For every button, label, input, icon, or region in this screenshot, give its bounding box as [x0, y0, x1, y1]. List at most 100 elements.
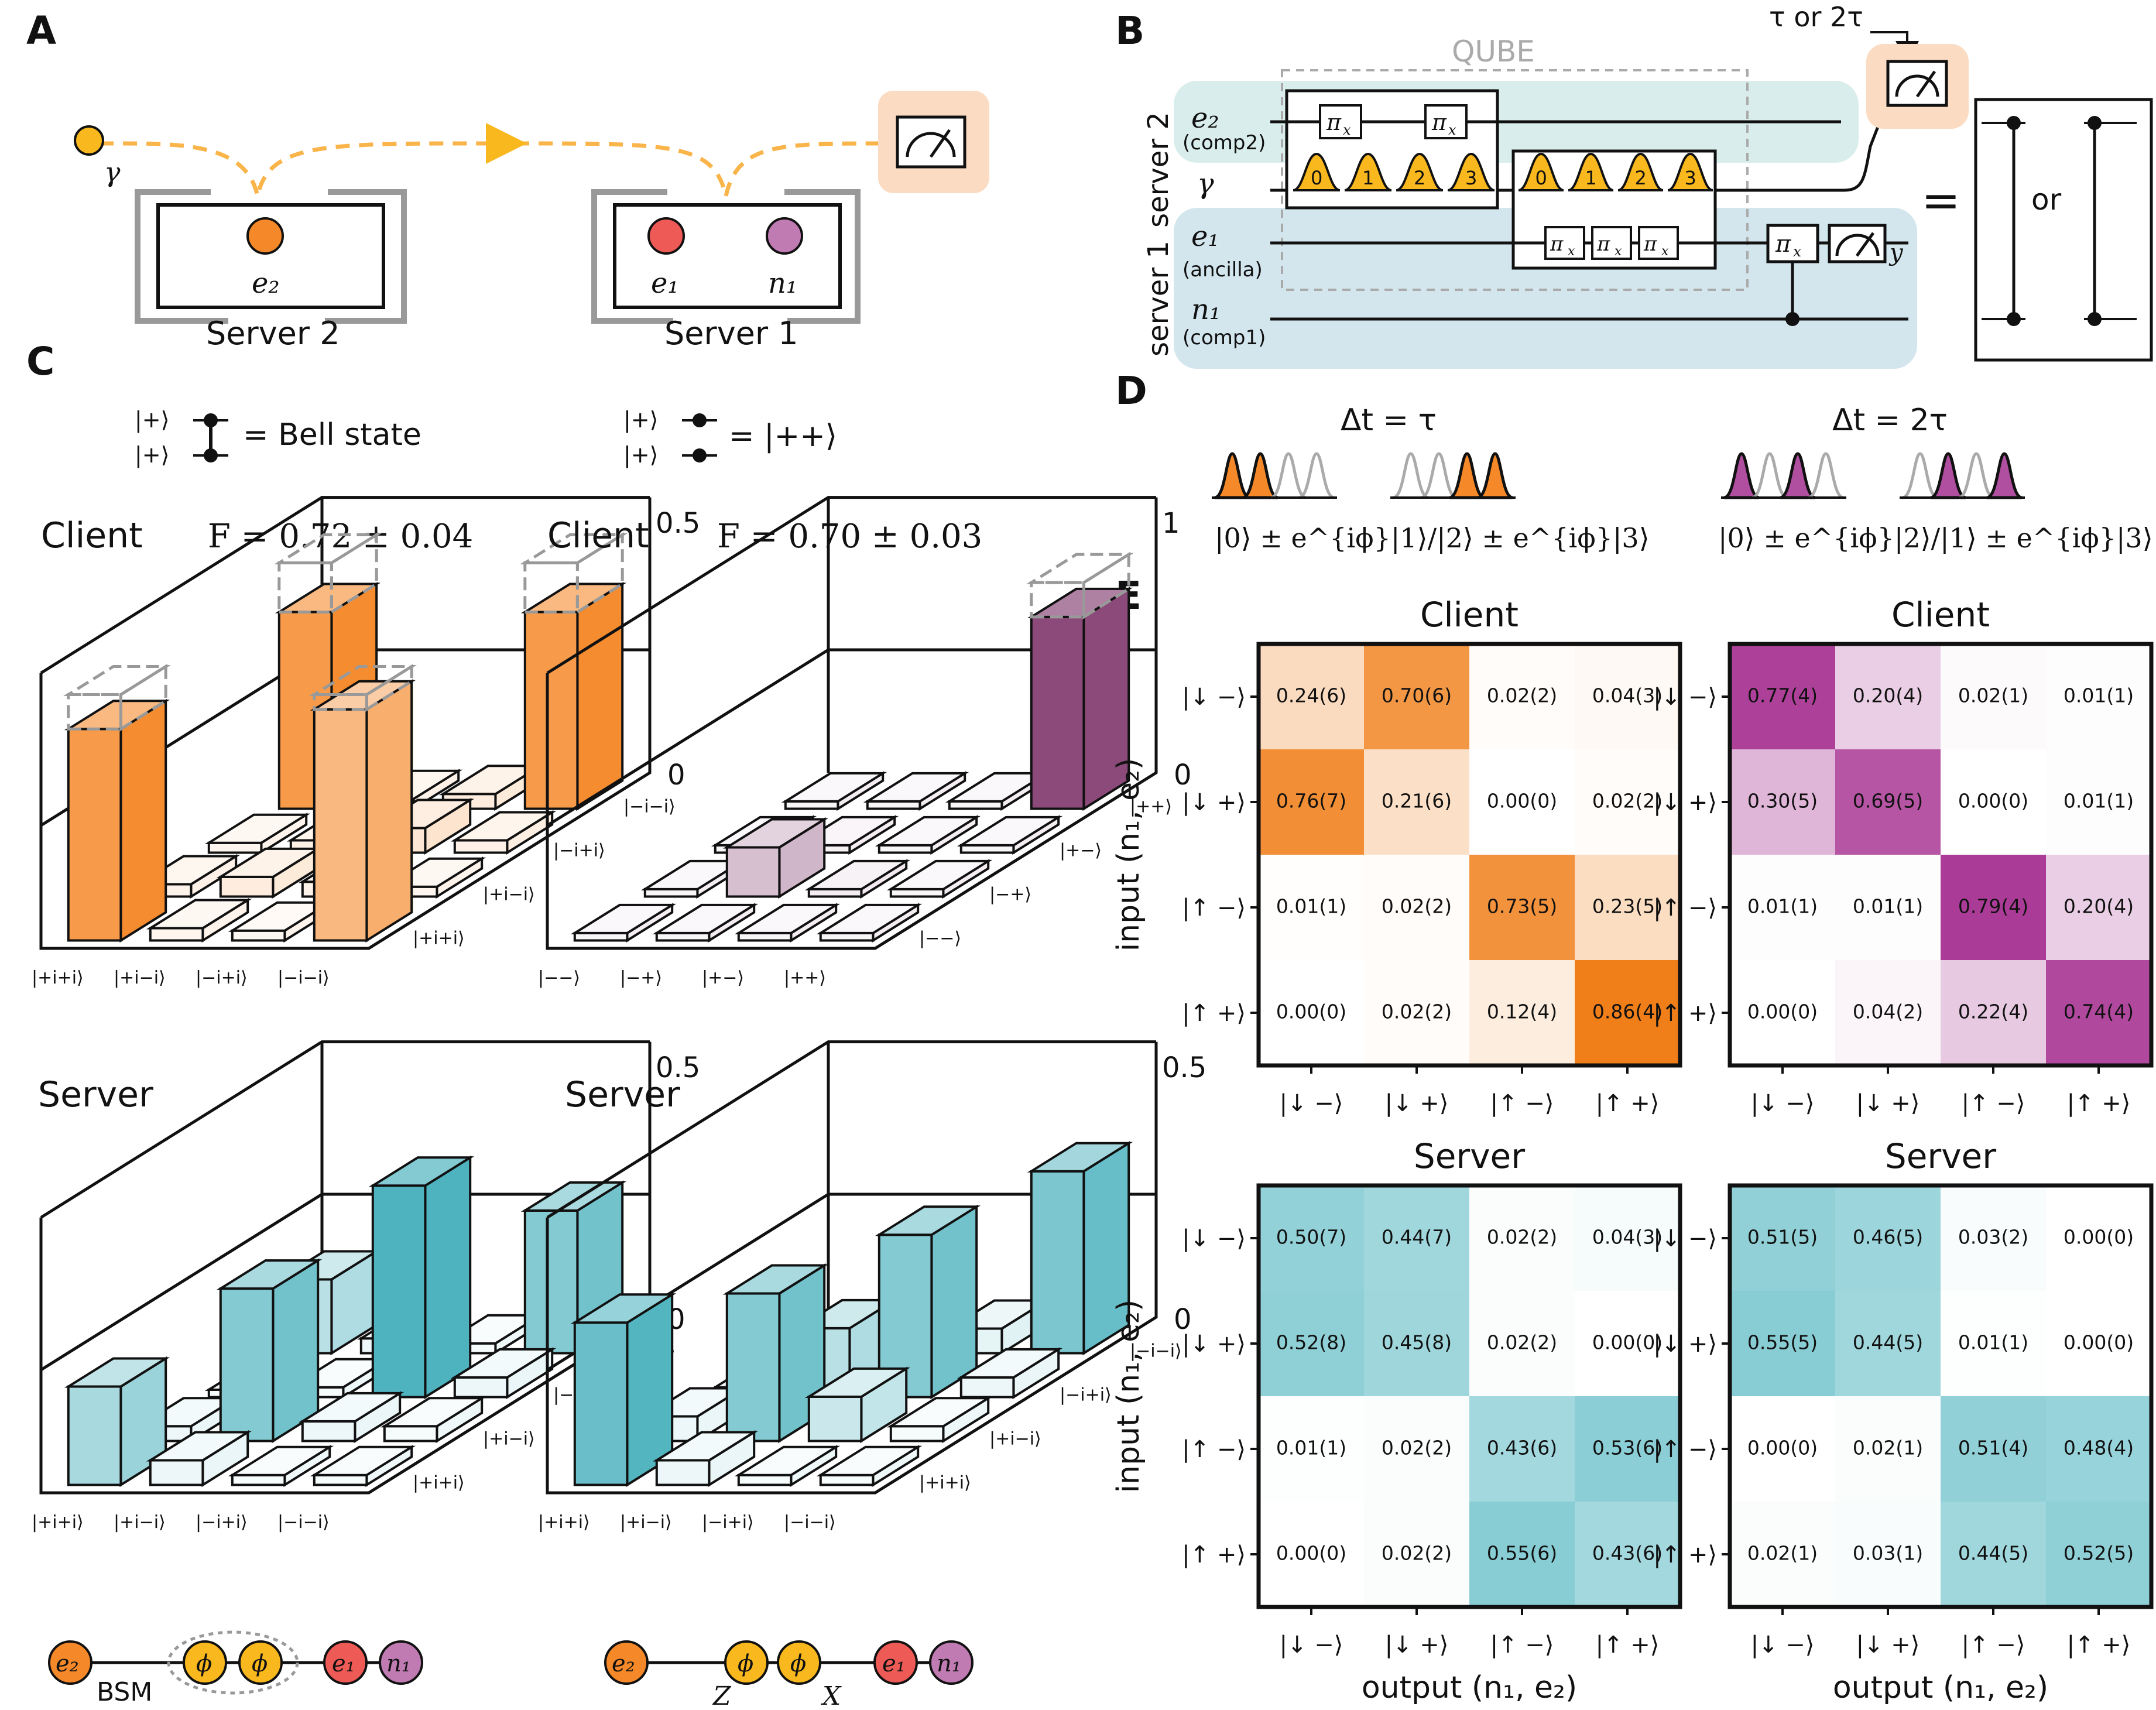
bar3d-bar	[204, 813, 311, 855]
bar3d-axis	[546, 497, 1158, 950]
heatmap-cell	[1730, 644, 1835, 749]
heatmap-cell	[1575, 855, 1680, 960]
heatmap-cell-label: 0.00(0)	[1747, 1000, 1818, 1023]
heatmap-x-tick-label: |↑ −⟩	[1490, 1090, 1554, 1117]
d-left-title: Δt = τ	[1341, 403, 1437, 438]
bar3d-bar-front	[725, 1292, 781, 1442]
heatmap-y-tick-label: |↑ −⟩	[1182, 895, 1246, 921]
z-label: Z	[712, 1681, 732, 1710]
heatmap-xlabel: output (n₁, e₂)	[1833, 1670, 2048, 1705]
heatmap-cell	[1575, 749, 1680, 855]
bar3d-bar	[310, 679, 416, 943]
bar3d-bar-front	[655, 1459, 711, 1486]
bar3d-x-tick: |++⟩	[784, 968, 826, 988]
bar3d-title: Client	[547, 515, 649, 556]
heatmap-frame	[1256, 642, 1682, 1068]
bar3d-bar-top	[957, 1348, 1063, 1379]
heatmap-title: Client	[1891, 595, 1990, 635]
bar3d-y-tick: |+i−i⟩	[483, 885, 535, 905]
node-phi: ϕ	[196, 1650, 212, 1677]
wave-packet	[1477, 452, 1513, 499]
heatmap-cell-label: 0.45(8)	[1382, 1331, 1452, 1354]
node-e1: e₁	[332, 1650, 355, 1677]
heatmap-cell-label: 0.77(4)	[1747, 684, 1818, 707]
wave-packet	[1298, 452, 1335, 499]
bar3d-bar-top	[368, 1156, 475, 1187]
heatmap-x-tick-label: |↑ −⟩	[1490, 1632, 1554, 1658]
bar3d-bar-top	[146, 1431, 252, 1462]
panel-b-circuit: server 2 server 1 QUBE e₂ (comp2) γ e₁ (…	[1142, 1, 2153, 369]
legend-bell-state-top: |+⟩	[135, 407, 169, 433]
heatmap-cell-label: 0.00(0)	[1592, 1331, 1663, 1354]
bar3d-bar-top	[64, 1357, 170, 1388]
heatmap-cell	[1259, 644, 1364, 749]
bar3d-y-tick: |+i+i⟩	[413, 1473, 465, 1493]
bar3d-bar	[368, 1155, 475, 1400]
panel-label-b: B	[1115, 8, 1144, 53]
server-1-axis-label: server 1	[1142, 241, 1175, 357]
bar3d-bar	[652, 1430, 759, 1488]
heatmap-cell	[1364, 855, 1469, 960]
bar3d-bar	[1027, 587, 1133, 811]
panel-label-a: A	[26, 8, 56, 53]
heatmap-cell	[1575, 1502, 1680, 1607]
panel-a-network: γ e₂ Server 2 e₁ n₁ Server 1	[74, 91, 989, 352]
bar3d-bar-top	[734, 903, 841, 934]
qubit-e2-label: e₂	[252, 267, 280, 300]
heatmap-cell-label: 0.53(6)	[1592, 1437, 1663, 1459]
heatmap-cell-label: 0.02(2)	[1487, 684, 1557, 707]
heatmap-y-tick-label: |↑ −⟩	[1653, 895, 1717, 921]
bar3d-bar-front	[807, 1395, 863, 1442]
qubit-n1-label: n₁	[768, 267, 797, 300]
panel-e-heatmaps: Client 0.24(6) 0.70(6) 0.02(2) 0.04(3) 0.76(7…	[1111, 595, 2154, 1705]
heatmap-y-tick-label: |↓ −⟩	[1182, 684, 1246, 711]
heatmap-cell-label: 0.00(0)	[1276, 1000, 1346, 1023]
bar3d-x-tick: |+i−i⟩	[620, 1512, 672, 1533]
heatmap-cell	[1259, 1396, 1364, 1502]
bar3d-bar-top	[722, 1264, 829, 1295]
or-box	[1974, 98, 2153, 362]
bar3d-bar	[298, 1391, 405, 1444]
time-bin	[1447, 152, 1495, 191]
wave-packet	[1421, 452, 1457, 499]
photon-icon	[74, 125, 104, 156]
qubit-n1	[766, 217, 803, 255]
bar3d-zmax-label: 0.5	[1162, 1051, 1206, 1084]
heatmap-cell-label: 0.00(0)	[1958, 790, 2028, 813]
bar3d-bar-top	[781, 772, 887, 803]
bar3d-bar	[816, 903, 923, 943]
bar3d-y-tick: |+i+i⟩	[919, 1473, 971, 1493]
pi-x-gate: π x	[1424, 104, 1468, 139]
heatmap-cell-label: 0.02(2)	[1382, 895, 1452, 918]
bar3d-bar-side	[272, 1258, 320, 1444]
panel-label-d: D	[1115, 368, 1147, 413]
heatmap-cell	[1941, 960, 2046, 1065]
legend-pp-text: = |++⟩	[729, 419, 837, 454]
bar3d-ideal-face	[309, 665, 417, 696]
bsm-label: BSM	[97, 1677, 152, 1707]
bar3d-bar-top	[298, 1392, 405, 1423]
heatmap-3: Server 0.51(5) 0.46(5) 0.03(2) 0.00(0) 0.55(5…	[1653, 1136, 2154, 1705]
heatmap-cell	[1835, 749, 1941, 855]
heatmap-x-tick-label: |↑ +⟩	[2067, 1632, 2131, 1658]
bar3d-bar	[310, 1445, 416, 1488]
bar3d-bar-top	[216, 1259, 323, 1290]
heatmap-cell-label: 0.74(4)	[2064, 1000, 2134, 1023]
time-bins-2: 0 1 2 3	[1518, 152, 1713, 191]
node-phi: ϕ	[252, 1650, 268, 1677]
bar3d-bar-front	[313, 708, 368, 942]
svg-text:x: x	[1343, 122, 1351, 138]
bar3d-bar	[734, 903, 841, 943]
meter-icon	[906, 132, 956, 157]
server-1-box: e₁ n₁ Server 1	[591, 189, 861, 352]
bar3d-zmin-label: 0	[1174, 1303, 1192, 1336]
heatmap-cell-label: 0.55(6)	[1487, 1542, 1557, 1565]
bar3d-zmax-label: 1	[1162, 507, 1180, 540]
bar3d-bar	[886, 1396, 993, 1444]
heatmap-cell-label: 0.02(1)	[1958, 684, 2028, 707]
heatmap-cell-label: 0.20(4)	[1853, 684, 1923, 707]
wave-packet	[1808, 452, 1844, 499]
heatmap-cell-label: 0.01(1)	[1853, 895, 1923, 918]
heatmap-cell	[1941, 1396, 2046, 1502]
